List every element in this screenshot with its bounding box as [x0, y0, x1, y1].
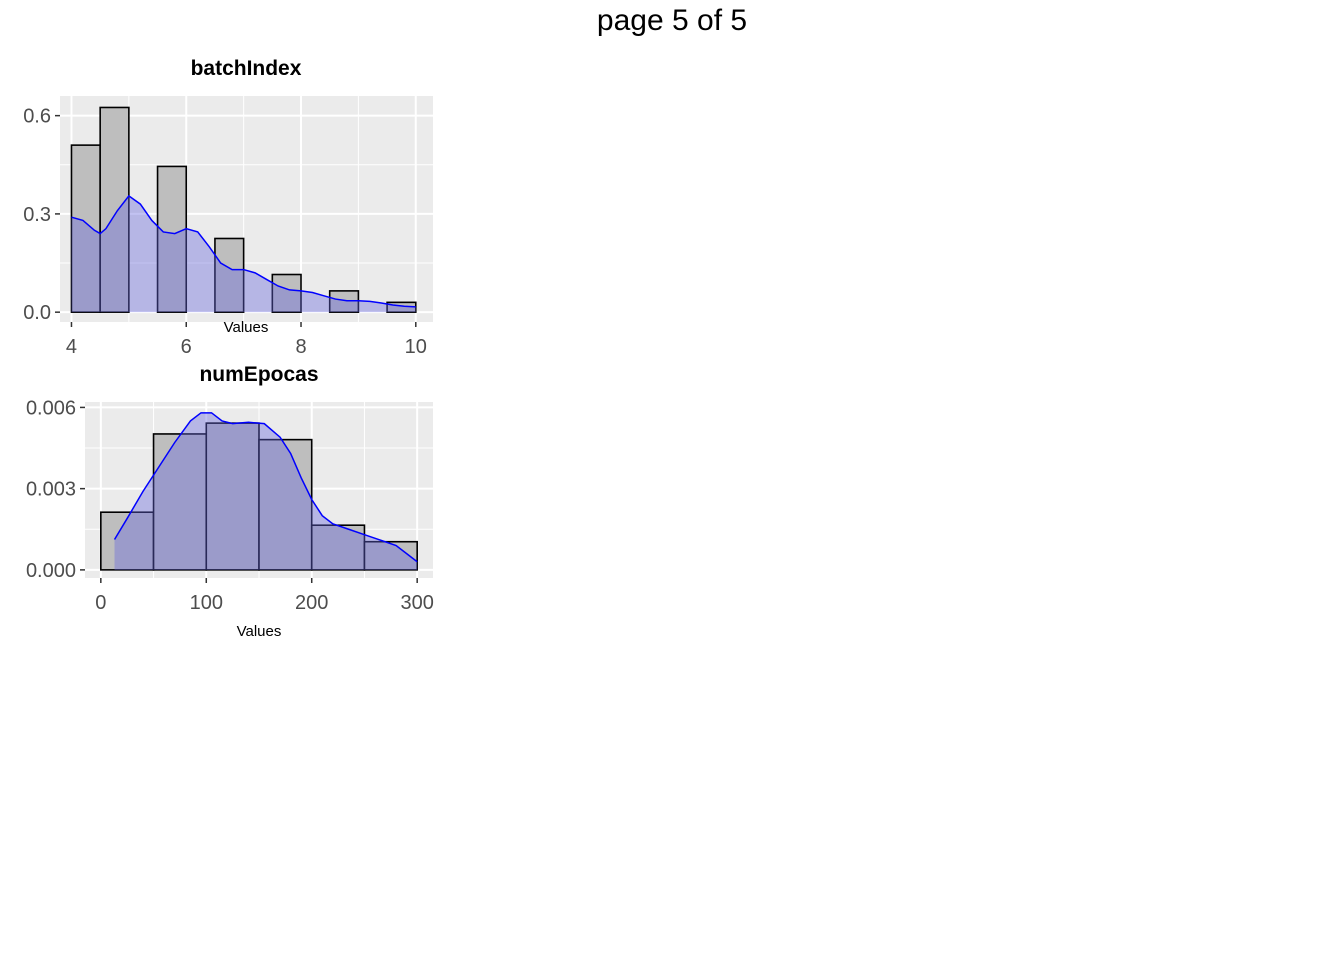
- x-tick-label: 4: [66, 336, 77, 358]
- x-tick-label: 0: [95, 592, 106, 614]
- histogram-bar-7: [271, 273, 302, 313]
- histogram-bar-9: [328, 290, 360, 313]
- density-curve: [113, 412, 418, 563]
- y-tick-label: 0.3: [23, 204, 51, 226]
- x-tick-label: 10: [405, 336, 427, 358]
- y-tick-label: 0.006: [26, 397, 76, 419]
- histogram-bar-1: [99, 106, 130, 313]
- histogram-bar-11: [386, 301, 417, 313]
- histogram-bar-3: [258, 438, 313, 571]
- histogram-numepocas: numEpocas 0.000 0.003 0.006 0 100 200 300 Values: [26, 363, 434, 640]
- y-tick-label: 0.0: [23, 302, 51, 324]
- histogram-bar-4: [310, 524, 366, 571]
- chart-title: batchIndex: [191, 57, 302, 80]
- density-curve: [71, 194, 416, 308]
- x-tick-label: 300: [400, 592, 433, 614]
- x-tick-label: 100: [190, 592, 223, 614]
- x-tick-label: 8: [295, 336, 306, 358]
- density-area: [71, 195, 416, 313]
- density-area: [114, 412, 418, 570]
- x-tick-label: 6: [181, 336, 192, 358]
- histogram-bar-5: [214, 237, 245, 313]
- histogram-batchindex: batchIndex 0.0 0.3 0.6 4 6 8 10 Values: [23, 57, 433, 358]
- histogram-bar-3: [156, 165, 188, 313]
- x-axis-title: Values: [237, 623, 282, 640]
- x-axis-title: Values: [224, 319, 269, 336]
- x-tick-label: 200: [295, 592, 328, 614]
- y-tick-label: 0.003: [26, 479, 76, 501]
- page-title: page 5 of 5: [596, 4, 748, 37]
- chart-title: numEpocas: [199, 363, 318, 386]
- histogram-bar-0: [70, 144, 101, 313]
- y-tick-label: 0.6: [23, 106, 51, 128]
- y-tick-label: 0.000: [26, 560, 76, 582]
